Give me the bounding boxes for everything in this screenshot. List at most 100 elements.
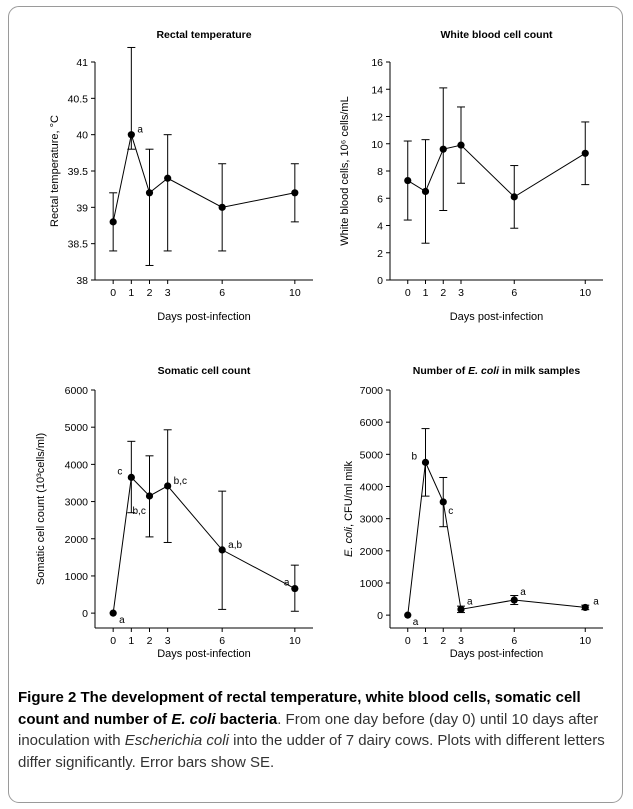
x-tick-label: 2 (440, 635, 446, 647)
chart-title-part: Number of (413, 365, 468, 377)
significance-label: a (119, 615, 125, 626)
y-tick-label: 2000 (65, 534, 89, 546)
somatic-cell-count-chart: Somatic cell count 0 1000 2000 3000 4000 5000 6… (35, 365, 313, 660)
y-tick-label: 40.5 (68, 93, 89, 105)
figure-caption: Figure 2 The development of rectal tempe… (18, 687, 618, 773)
chart-title: White blood cell count (441, 29, 553, 41)
caption-text: . From one day before (day 0) until 10 d… (18, 710, 599, 750)
significance-label: a (467, 596, 473, 607)
data-point (439, 145, 447, 153)
y-axis-label: White blood cells, 10⁶ cells/mL (339, 96, 351, 245)
x-tick-label: 0 (110, 287, 116, 299)
significance-label: c (448, 506, 453, 517)
x-tick-label: 3 (458, 287, 464, 299)
series-line (112, 132, 295, 222)
significance-label: a (520, 587, 526, 598)
caption-lead-italic: E. coli (171, 710, 216, 728)
y-tick-label: 10 (371, 139, 383, 151)
x-tick-label: 1 (128, 287, 134, 299)
x-tick-label: 3 (165, 287, 171, 299)
data-point (164, 174, 172, 182)
data-point (218, 203, 226, 211)
y-axis-label: E. coli, CFU/ml milk (343, 461, 355, 557)
y-tick-label: 38 (76, 275, 88, 287)
y-tick-label: 39 (76, 202, 88, 214)
caption-text-end: into the udder of 7 dairy cows. Plots wi… (18, 732, 605, 771)
data-point (404, 176, 412, 185)
series-line (407, 460, 586, 616)
y-axis-label-part: E. coli (343, 526, 355, 557)
x-axis-label: Days post-infection (157, 648, 251, 660)
x-tick-label: 3 (165, 635, 171, 647)
data-point (581, 149, 589, 157)
caption-species: Escherichia coli (124, 732, 229, 749)
significance-label: a (284, 578, 290, 589)
x-tick-label: 2 (147, 287, 153, 299)
x-tick-label: 1 (423, 635, 429, 647)
x-tick-label: 6 (219, 287, 225, 299)
y-tick-label: 4000 (360, 481, 384, 493)
chart-title-part: in milk samples (499, 365, 580, 377)
chart-title: Rectal temperature (156, 29, 251, 41)
data-point (127, 131, 135, 139)
y-axis-label: Somatic cell count (10³cells/ml) (35, 433, 47, 585)
chart-title: Somatic cell count (158, 365, 251, 377)
y-tick-label: 2 (377, 248, 383, 260)
x-tick-label: 10 (579, 287, 591, 299)
y-tick-label: 14 (371, 84, 383, 96)
y-tick-label: 0 (82, 608, 88, 620)
x-axis-label: Days post-infection (450, 648, 544, 660)
x-tick-label: 2 (440, 287, 446, 299)
y-tick-label: 6 (377, 193, 383, 205)
significance-label: a (413, 617, 419, 628)
data-point (109, 218, 117, 226)
ecoli-count-chart: Number of E. coli in milk samples0100020… (343, 365, 603, 660)
x-tick-label: 10 (579, 635, 591, 647)
x-tick-label: 6 (511, 287, 517, 299)
data-point (145, 189, 154, 197)
y-axis-label-part: , CFU/ml milk (343, 461, 355, 527)
data-point (457, 605, 465, 613)
y-tick-label: 6000 (360, 417, 384, 429)
y-tick-label: 5000 (65, 422, 89, 434)
y-tick-label: 6000 (65, 385, 89, 397)
x-tick-label: 0 (405, 287, 411, 299)
x-tick-label: 3 (458, 635, 464, 647)
data-point (291, 584, 299, 593)
chart-title-part: E. coli (468, 365, 500, 377)
data-point (510, 596, 518, 604)
significance-label: a (593, 596, 599, 607)
x-tick-label: 1 (128, 635, 134, 647)
data-point (291, 189, 299, 197)
x-axis-label: Days post-infection (157, 311, 251, 323)
significance-label: c (117, 466, 122, 477)
x-axis-label: Days post-infection (450, 311, 544, 323)
significance-label: b,c (133, 506, 146, 517)
data-point (127, 473, 135, 481)
y-tick-label: 0 (377, 610, 383, 622)
data-point (145, 492, 154, 500)
data-point (581, 603, 589, 612)
caption-lead-end: bacteria (215, 710, 278, 728)
caption-lead: Figure 2 The development of rectal tempe… (18, 689, 581, 728)
x-tick-label: 10 (289, 287, 301, 299)
series-line (112, 476, 296, 614)
y-tick-label: 8 (377, 166, 383, 178)
data-point (109, 609, 117, 617)
y-tick-label: 7000 (360, 385, 384, 397)
y-tick-label: 12 (371, 112, 383, 124)
x-tick-label: 0 (405, 635, 411, 647)
y-tick-label: 4000 (65, 459, 89, 471)
x-tick-label: 10 (289, 635, 301, 647)
chart-title: Number of E. coli in milk samples (413, 365, 581, 377)
data-point (457, 141, 465, 149)
x-tick-label: 0 (110, 635, 116, 647)
data-point (218, 546, 226, 554)
significance-label: a,b (228, 540, 242, 551)
y-tick-label: 16 (371, 57, 383, 69)
y-tick-label: 40 (76, 130, 88, 142)
y-tick-label: 3000 (65, 497, 89, 509)
significance-label: a (137, 125, 143, 136)
